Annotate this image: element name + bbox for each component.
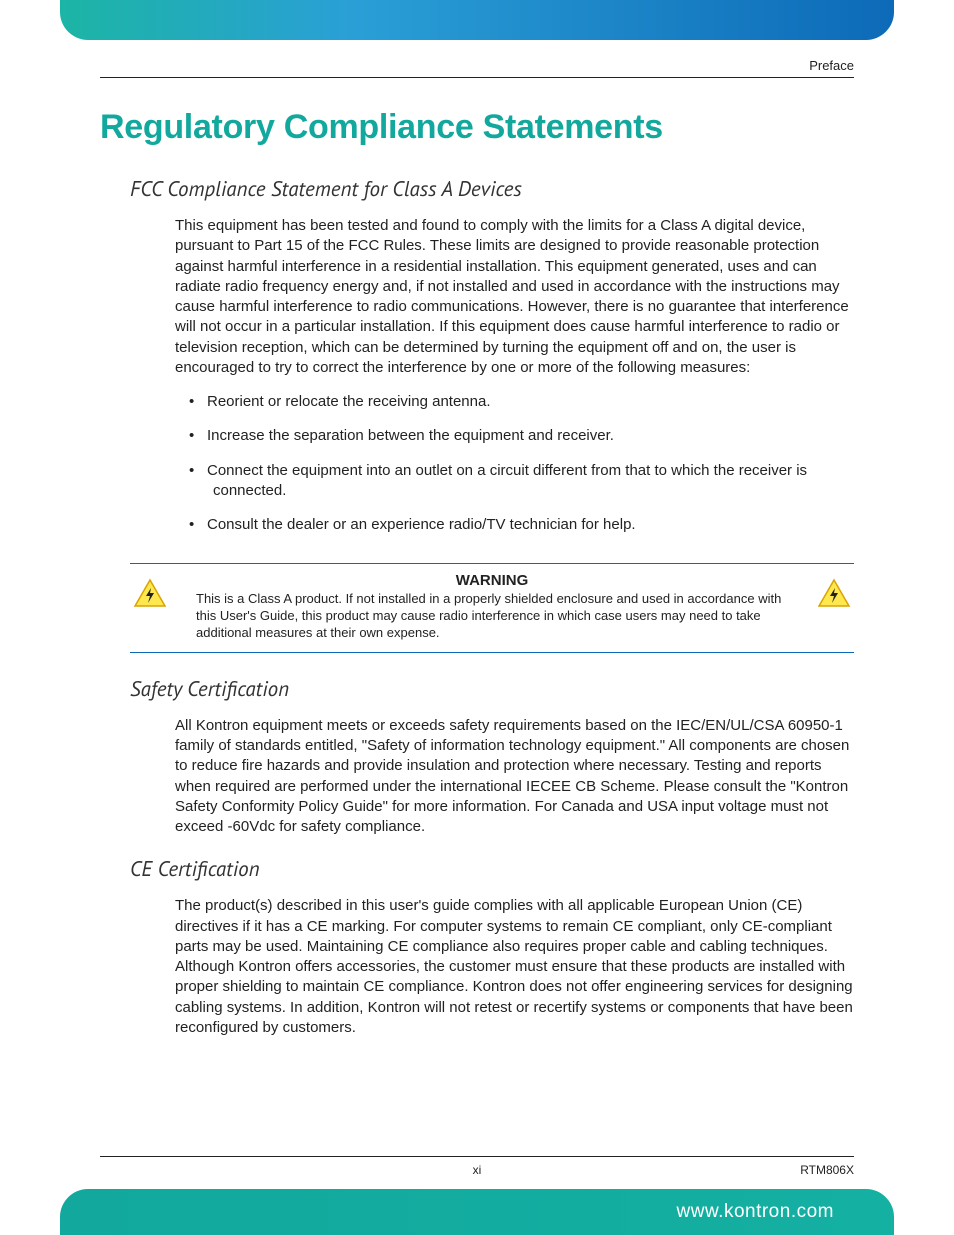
ce-heading: CE Certification bbox=[130, 855, 854, 882]
page-content: Preface Regulatory Compliance Statements… bbox=[100, 58, 854, 1052]
warning-box: WARNING This is a Class A product. If no… bbox=[130, 563, 854, 653]
footer-row: xi RTM806X bbox=[100, 1163, 854, 1177]
header-section-label: Preface bbox=[809, 58, 854, 73]
warning-text: This is a Class A product. If not instal… bbox=[196, 591, 788, 642]
warning-icon-right bbox=[814, 572, 854, 608]
header-row: Preface bbox=[100, 58, 854, 78]
list-item: •Consult the dealer or an experience rad… bbox=[195, 515, 854, 535]
warning-icon-left bbox=[130, 572, 170, 608]
page-title: Regulatory Compliance Statements bbox=[100, 108, 854, 147]
bullet-text: Increase the separation between the equi… bbox=[207, 427, 614, 444]
bottom-banner: www.kontron.com bbox=[60, 1189, 894, 1235]
list-item: •Increase the separation between the equ… bbox=[195, 426, 854, 446]
footer-url: www.kontron.com bbox=[677, 1201, 834, 1223]
safety-body: All Kontron equipment meets or exceeds s… bbox=[175, 716, 854, 838]
list-item: •Connect the equipment into an outlet on… bbox=[195, 461, 854, 502]
warning-body: WARNING This is a Class A product. If no… bbox=[188, 572, 796, 642]
fcc-bullets: •Reorient or relocate the receiving ante… bbox=[195, 392, 854, 535]
top-banner bbox=[60, 0, 894, 40]
fcc-body: This equipment has been tested and found… bbox=[175, 216, 854, 378]
list-item: •Reorient or relocate the receiving ante… bbox=[195, 392, 854, 412]
bullet-text: Reorient or relocate the receiving anten… bbox=[207, 393, 491, 410]
safety-heading: Safety Certification bbox=[130, 675, 854, 702]
bullet-text: Connect the equipment into an outlet on … bbox=[207, 462, 807, 499]
ce-body: The product(s) described in this user's … bbox=[175, 896, 854, 1038]
footer-page-number: xi bbox=[100, 1163, 854, 1177]
bullet-text: Consult the dealer or an experience radi… bbox=[207, 516, 636, 533]
fcc-heading: FCC Compliance Statement for Class A Dev… bbox=[130, 175, 854, 202]
footer-rule bbox=[100, 1156, 854, 1157]
warning-title: WARNING bbox=[196, 572, 788, 589]
